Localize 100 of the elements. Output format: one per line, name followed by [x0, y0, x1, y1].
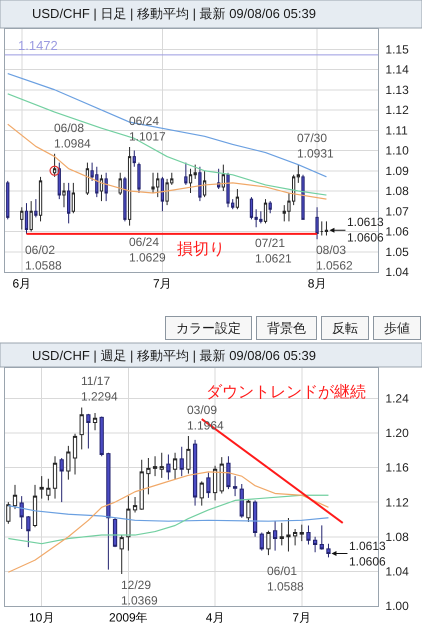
candlestick [160, 452, 164, 478]
candlestick [20, 496, 24, 530]
candlestick [72, 433, 78, 475]
candlestick [12, 484, 18, 510]
candlestick [264, 198, 268, 224]
candlestick [324, 220, 328, 236]
x-tick-label: 7月 [292, 610, 312, 624]
candlestick [320, 524, 324, 550]
candlestick [126, 496, 131, 552]
annotation: 06/24 1.1017 [129, 114, 166, 144]
candlestick [120, 534, 124, 575]
text: 歩値 [384, 320, 410, 336]
chart-title: USD/CHF | 週足 | 移動平均 | 最新 09/08/06 05:39 [32, 348, 316, 363]
candlestick [180, 446, 184, 477]
y-tick-label: 1.04 [385, 564, 410, 579]
candlestick [226, 456, 231, 490]
candlestick [252, 500, 258, 538]
candlestick [236, 188, 240, 210]
x-tick-label: 8月 [308, 276, 326, 290]
y-tick-label: 1.15 [385, 42, 410, 56]
candlestick [326, 543, 331, 558]
x-tick-label: 4月 [206, 610, 224, 624]
candlestick [58, 162, 61, 200]
y-tick-label: 1.11 [385, 123, 408, 138]
candlestick [62, 182, 66, 208]
candlestick [60, 458, 64, 503]
candlestick [160, 176, 164, 212]
candlestick [106, 452, 111, 570]
candlestick [292, 528, 298, 546]
series-label: 損切り [177, 240, 225, 258]
candlestick [46, 478, 50, 501]
candlestick [38, 176, 42, 222]
y-tick-label: 1.24 [385, 391, 410, 406]
candlestick [80, 406, 84, 450]
candlestick [220, 456, 224, 494]
candlestick [100, 416, 104, 457]
candlestick [186, 436, 191, 474]
candlestick [137, 162, 141, 194]
ref-line-label: 1.1472 [18, 38, 58, 53]
candlestick [206, 472, 211, 498]
candlestick [72, 182, 75, 214]
candlestick [140, 459, 144, 510]
x-tick-label: 6月 [12, 276, 32, 290]
candlestick [6, 180, 10, 220]
y-tick-label: 1.16 [385, 460, 410, 475]
candlestick [20, 206, 24, 230]
candlestick [212, 465, 218, 501]
y-tick-label: 1.04 [385, 265, 410, 280]
candlestick [118, 172, 122, 196]
candlestick [67, 182, 70, 224]
annotation: 08/03 1.0562 [316, 243, 354, 273]
candlestick [92, 412, 98, 431]
annotation: 11/17 1.2294 [81, 374, 118, 404]
candlestick [100, 174, 104, 202]
chart-title: USD/CHF | 日足 | 移動平均 | 最新 09/08/06 05:39 [32, 6, 316, 21]
candlestick [240, 483, 244, 518]
y-tick-label: 1.08 [385, 530, 410, 544]
candlestick [246, 499, 251, 523]
annotation: 1.0613 1.0606 [349, 539, 386, 569]
text: カラー設定 [176, 320, 241, 336]
candlestick [315, 206, 319, 240]
candlestick [32, 484, 38, 528]
candlestick [232, 476, 238, 497]
annotation: 07/21 1.0621 [255, 236, 292, 266]
candlestick [172, 452, 178, 480]
y-tick-label: 1.06 [385, 224, 410, 239]
candlestick [266, 530, 271, 556]
y-tick-label: 1.00 [385, 599, 410, 614]
candlestick [112, 517, 118, 548]
candlestick [24, 202, 28, 234]
line-series [8, 494, 330, 544]
candlestick [222, 164, 225, 192]
candlestick [40, 476, 44, 500]
annotation: 1.0613 1.0606 [347, 215, 384, 245]
series-label: ダウントレンドが継続 [206, 383, 366, 401]
y-tick-label: 1.12 [385, 103, 410, 118]
candlestick [320, 220, 324, 236]
candlestick [286, 517, 291, 552]
annotation: 06/02 1.0588 [25, 243, 62, 273]
candlestick [166, 454, 171, 480]
candlestick [146, 458, 151, 495]
candlestick [104, 172, 108, 202]
candlestick [260, 532, 264, 552]
candlestick [86, 162, 90, 196]
y-tick-label: 1.10 [385, 144, 410, 158]
y-tick-label: 1.05 [385, 244, 410, 259]
candlestick [280, 522, 284, 546]
annotation: 07/30 1.0931 [297, 131, 334, 161]
candlestick [198, 166, 202, 202]
annotation: 06/01 1.0588 [267, 564, 304, 594]
candlestick [132, 150, 136, 168]
candlestick [300, 524, 304, 542]
x-tick-label: 7月 [153, 276, 172, 290]
y-tick-label: 1.07 [385, 204, 410, 218]
y-tick-label: 1.09 [385, 164, 410, 178]
y-tick-label: 1.12 [385, 495, 410, 510]
line-series [8, 505, 330, 522]
candlestick [184, 162, 188, 186]
candlestick [200, 480, 204, 506]
annotation: 12/29 1.0369 [121, 578, 158, 608]
